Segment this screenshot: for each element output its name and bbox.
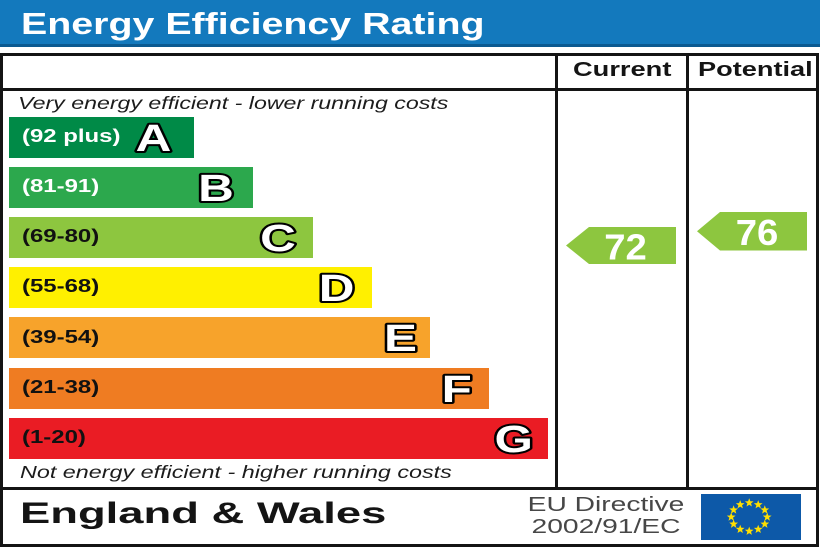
svg-text:D: D xyxy=(319,267,355,309)
svg-text:G: G xyxy=(494,418,532,460)
svg-text:72: 72 xyxy=(604,227,647,268)
svg-text:A: A xyxy=(136,117,172,159)
svg-text:76: 76 xyxy=(735,212,778,253)
svg-text:B: B xyxy=(198,167,234,209)
svg-text:E: E xyxy=(384,317,417,359)
svg-text:F: F xyxy=(442,368,472,410)
svg-text:C: C xyxy=(260,217,296,259)
